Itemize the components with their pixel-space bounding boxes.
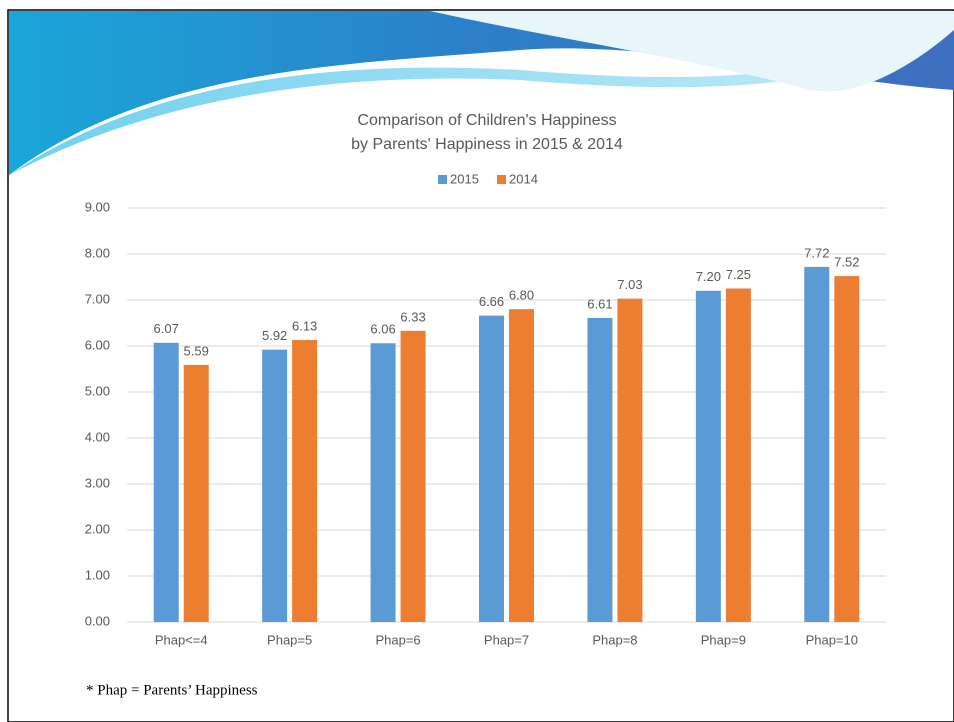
y-tick-label: 9.00 <box>85 199 110 214</box>
bar <box>153 342 179 622</box>
chart-title: by Parents' Happiness in 2015 & 2014 <box>351 136 623 153</box>
y-tick-label: 8.00 <box>85 245 110 260</box>
legend-label: 2015 <box>450 171 479 186</box>
plot: 0.00 1.00 2.00 3.00 4.00 5.00 6.00 7.00 8.00 9.00… <box>85 171 886 647</box>
x-tick-label: Phap=7 <box>484 632 529 647</box>
bar <box>292 340 318 622</box>
bar <box>509 309 534 622</box>
legend-swatch <box>438 175 447 184</box>
bar <box>695 290 721 622</box>
value-label: 7.52 <box>834 255 859 270</box>
value-label: 6.07 <box>154 321 179 336</box>
value-label: 6.61 <box>587 296 612 311</box>
x-tick-label: Phap=5 <box>267 632 312 647</box>
x-tick-label: Phap=8 <box>592 632 637 647</box>
bar <box>725 288 751 622</box>
value-label: 7.25 <box>726 267 751 282</box>
legend-swatch <box>497 175 506 184</box>
header-highlight <box>430 11 954 92</box>
y-tick-label: 1.00 <box>85 567 110 582</box>
x-tick-label: Phap=9 <box>701 632 746 647</box>
value-label: 7.03 <box>617 277 642 292</box>
x-tick-label: Phap<=4 <box>155 632 208 647</box>
value-label: 6.66 <box>479 294 504 309</box>
bar <box>834 276 860 622</box>
bar <box>370 343 396 622</box>
value-label: 7.20 <box>696 269 721 284</box>
bar <box>617 298 643 622</box>
y-tick-label: 2.00 <box>85 521 110 536</box>
x-tick-label: Phap=10 <box>806 632 858 647</box>
value-label: 5.92 <box>262 328 287 343</box>
bar <box>262 349 288 622</box>
value-label: 6.80 <box>509 288 534 303</box>
value-label: 6.13 <box>292 318 317 333</box>
bar <box>183 364 209 622</box>
bar <box>479 315 504 622</box>
bar <box>804 266 830 622</box>
value-label: 5.59 <box>184 343 209 358</box>
y-tick-label: 6.00 <box>85 337 110 352</box>
footnote: * Phap = Parents’ Happiness <box>86 682 258 698</box>
y-tick-label: 3.00 <box>85 475 110 490</box>
y-tick-label: 4.00 <box>85 429 110 444</box>
y-tick-label: 7.00 <box>85 291 110 306</box>
bar <box>587 317 613 622</box>
value-label: 7.72 <box>804 245 829 260</box>
header-wave-light <box>9 15 954 175</box>
value-label: 6.33 <box>400 309 425 324</box>
bar <box>400 330 426 622</box>
y-tick-label: 0.00 <box>85 613 110 628</box>
y-tick-label: 5.00 <box>85 383 110 398</box>
chart-title: Comparison of Children's Happiness <box>357 112 616 129</box>
x-tick-label: Phap=6 <box>375 632 420 647</box>
value-label: 6.06 <box>370 322 395 337</box>
legend-label: 2014 <box>509 171 538 186</box>
slide-frame <box>7 9 954 722</box>
